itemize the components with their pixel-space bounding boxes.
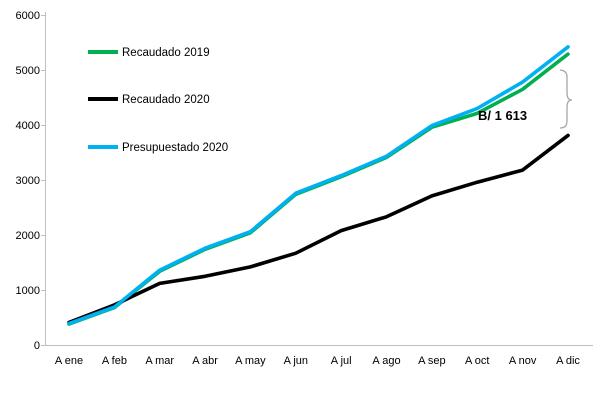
difference-annotation: B/ 1 613 [478,108,527,123]
legend: Recaudado 2019 Recaudado 2020 Presupuest… [88,47,228,154]
y-axis-ticks [41,15,45,346]
y-tick-label: 0 [34,340,40,352]
legend-label-presupuestado-2020: Presupuestado 2020 [122,142,228,154]
x-tick-label: A sep [418,355,446,367]
series-line-2 [67,45,570,326]
x-tick-label: A jul [331,355,352,367]
legend-label-recaudado-2019: Recaudado 2019 [122,47,210,59]
y-tick-label: 6000 [16,10,40,22]
y-tick-label: 5000 [16,65,40,77]
x-tick-label: A feb [102,355,127,367]
y-tick-label: 4000 [16,120,40,132]
x-tick-label: A dic [556,355,580,367]
x-tick-label: A jun [284,355,308,367]
x-tick-label: A may [235,355,266,367]
x-tick-label: A mar [145,355,174,367]
x-tick-label: A oct [465,355,489,367]
x-tick-label: A ene [55,355,83,367]
legend-label-recaudado-2020: Recaudado 2020 [122,94,210,106]
y-tick-label: 2000 [16,230,40,242]
x-tick-label: A nov [509,355,537,367]
y-tick-label: 1000 [16,285,40,297]
difference-brace [559,69,573,129]
y-tick-label: 3000 [16,175,40,187]
x-tick-label: A ago [372,355,400,367]
x-tick-label: A abr [192,355,218,367]
series-line-1 [67,133,570,325]
